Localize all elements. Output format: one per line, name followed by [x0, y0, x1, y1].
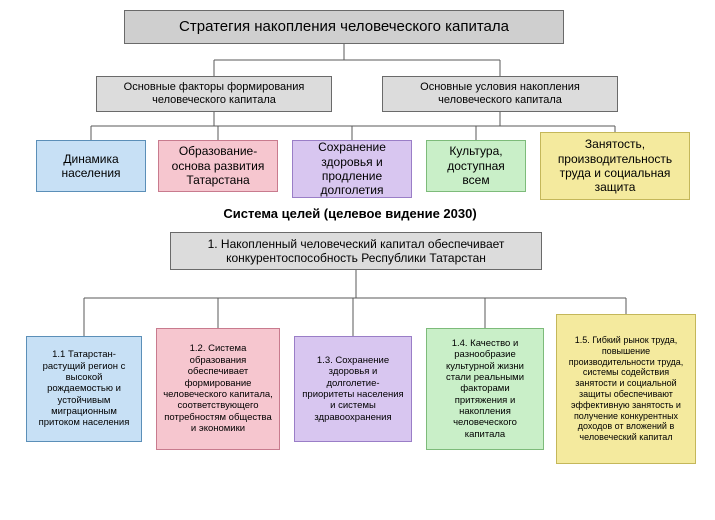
- goal-1-2: 1.2. Система образования обеспечивает фо…: [156, 328, 280, 450]
- goal-1-1-label: 1.1 Татарстан- растущий регион с высокой…: [33, 349, 135, 429]
- goal-1-1: 1.1 Татарстан- растущий регион с высокой…: [26, 336, 142, 442]
- mid-caption-text: Система целей (целевое видение 2030): [223, 206, 476, 221]
- root-label: Стратегия накопления человеческого капит…: [179, 18, 509, 36]
- leaf-population: Динамика населения: [36, 140, 146, 192]
- leaf-education-label: Образование- основа развития Татарстана: [165, 144, 271, 187]
- goal-1-2-label: 1.2. Система образования обеспечивает фо…: [163, 343, 273, 434]
- leaf-health: Сохранение здоровья и продление долголет…: [292, 140, 412, 198]
- goal-label: 1. Накопленный человеческий капитал обес…: [177, 237, 535, 266]
- goal-1-3-label: 1.3. Сохранение здоровья и долголетие- п…: [301, 355, 405, 423]
- goal-1-5-label: 1.5. Гибкий рынок труда, повышение произ…: [563, 335, 689, 443]
- leaf-education: Образование- основа развития Татарстана: [158, 140, 278, 192]
- leaf-health-label: Сохранение здоровья и продление долголет…: [299, 140, 405, 198]
- goal-1-4: 1.4. Качество и разнообразие культурной …: [426, 328, 544, 450]
- level2-conditions-label: Основные условия накопления человеческог…: [389, 81, 611, 107]
- level2-factors: Основные факторы формирования человеческ…: [96, 76, 332, 112]
- leaf-employment-label: Занятость, производительность труда и со…: [547, 137, 683, 195]
- leaf-culture-label: Культура, доступная всем: [433, 144, 519, 187]
- leaf-employment: Занятость, производительность труда и со…: [540, 132, 690, 200]
- goal-1-5: 1.5. Гибкий рынок труда, повышение произ…: [556, 314, 696, 464]
- leaf-culture: Культура, доступная всем: [426, 140, 526, 192]
- level2-conditions: Основные условия накопления человеческог…: [382, 76, 618, 112]
- mid-caption: Система целей (целевое видение 2030): [170, 206, 530, 221]
- goal-1-3: 1.3. Сохранение здоровья и долголетие- п…: [294, 336, 412, 442]
- level2-factors-label: Основные факторы формирования человеческ…: [103, 81, 325, 107]
- leaf-population-label: Динамика населения: [43, 152, 139, 181]
- goal-1-4-label: 1.4. Качество и разнообразие культурной …: [433, 338, 537, 441]
- root-box: Стратегия накопления человеческого капит…: [124, 10, 564, 44]
- goal-box: 1. Накопленный человеческий капитал обес…: [170, 232, 542, 270]
